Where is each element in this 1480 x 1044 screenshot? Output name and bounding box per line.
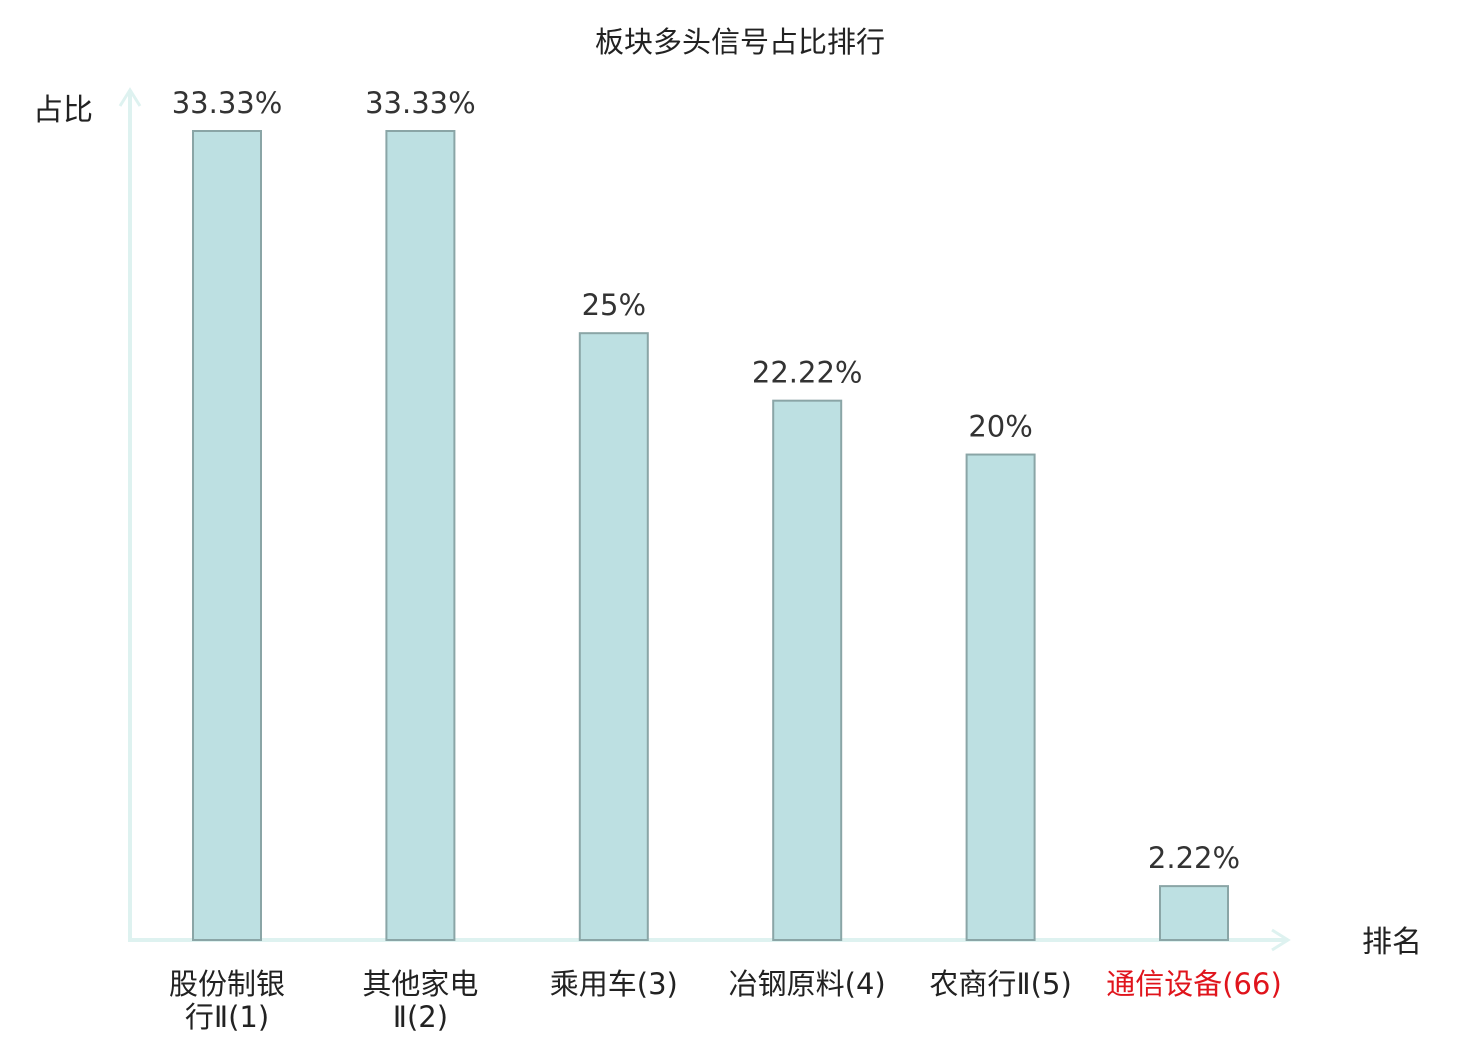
x-axis-arrow: [1271, 928, 1291, 952]
category-label-line: 通信设备(66): [1106, 967, 1282, 1001]
bar-4: [772, 399, 843, 941]
value-label-1: 33.33%: [172, 86, 283, 120]
category-labels-layer: 股份制银行Ⅱ(1) 其他家电 Ⅱ(2) 乘用车(3) 冶钢原料(4) 农商行Ⅱ(5) 通信设…: [169, 967, 1282, 1034]
category-label-line: 乘用车(3): [550, 967, 678, 1001]
category-label-1: 股份制银行Ⅱ(1): [169, 967, 285, 1034]
x-axis-title: 排名: [1362, 925, 1422, 960]
category-label-line: 行Ⅱ(1): [185, 1000, 269, 1034]
bar-3: [578, 332, 649, 941]
bar-5: [965, 453, 1036, 941]
chart-title: 板块多头信号占比排行: [595, 25, 885, 59]
value-label-2: 33.33%: [365, 86, 476, 120]
category-label-5: 农商行Ⅱ(5): [929, 967, 1071, 1001]
category-label-3: 乘用车(3): [550, 967, 678, 1001]
axes: [118, 87, 1291, 952]
bar-6: [1159, 885, 1229, 942]
value-labels-layer: 33.33% 33.33% 25% 22.22% 20% 2.22%: [172, 86, 1240, 875]
category-label-2: 其他家电 Ⅱ(2): [362, 967, 478, 1034]
value-label-5: 20%: [968, 410, 1032, 444]
category-label-6: 通信设备(66): [1106, 967, 1282, 1001]
category-label-4: 冶钢原料(4): [729, 967, 886, 1001]
bar-2: [385, 130, 456, 941]
value-label-4: 22.22%: [752, 356, 863, 390]
category-label-line: 冶钢原料(4): [729, 967, 886, 1001]
category-label-line: Ⅱ(2): [393, 1000, 448, 1034]
bar-1: [192, 130, 262, 941]
category-label-line: 其他家电: [362, 967, 478, 1001]
y-axis-title: 占比: [33, 93, 93, 128]
value-label-6: 2.22%: [1148, 841, 1240, 875]
category-label-line: 农商行Ⅱ(5): [929, 967, 1071, 1001]
y-axis-arrow: [118, 87, 142, 107]
category-label-line: 股份制银: [169, 967, 285, 1001]
bars-layer: [192, 130, 1229, 942]
value-label-3: 25%: [582, 288, 646, 322]
